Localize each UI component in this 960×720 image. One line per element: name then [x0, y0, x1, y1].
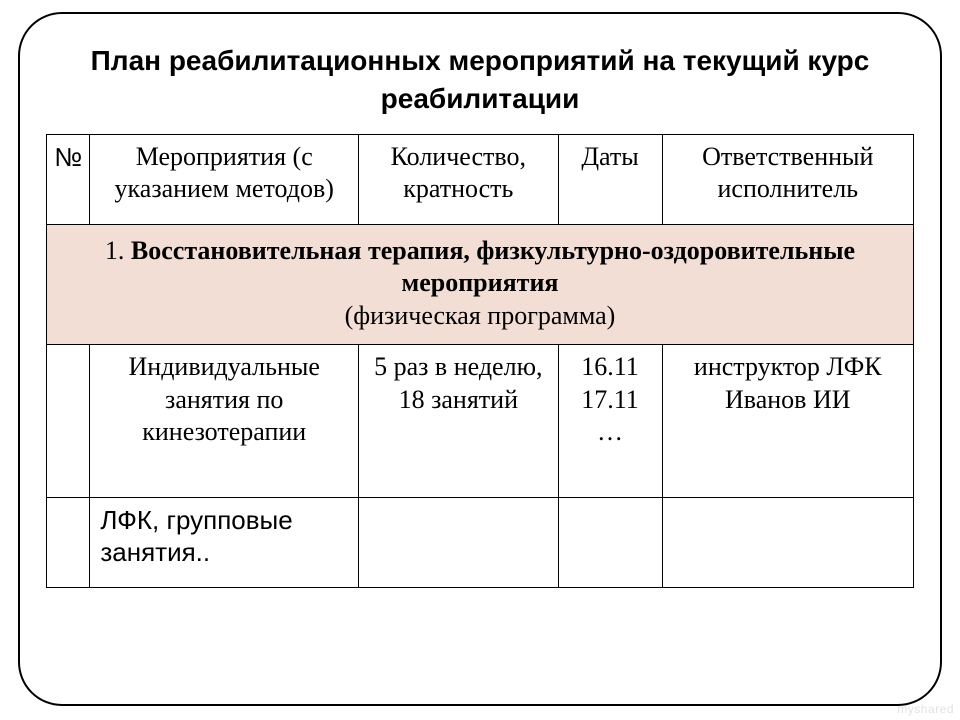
table-header-row: № Мероприятия (с указанием методов) Коли…: [47, 134, 914, 224]
cell-num: [47, 345, 90, 498]
cell-event: ЛФК, групповые занятия..: [90, 497, 359, 587]
cell-owner: инструктор ЛФК Иванов ИИ: [662, 345, 913, 498]
section-row: 1. Восстановительная терапия, физкультур…: [47, 224, 914, 345]
cell-num: [47, 497, 90, 587]
cell-qty: 5 раз в неделю, 18 занятий: [359, 345, 558, 498]
section-subtitle: (физическая программа): [345, 301, 616, 330]
table-row: Индивидуальные занятия по кинезотерапии …: [47, 345, 914, 498]
col-header-qty: Количество, кратность: [359, 134, 558, 224]
page-title: План реабилитационных мероприятий на тек…: [46, 42, 914, 118]
rehab-plan-table: № Мероприятия (с указанием методов) Коли…: [46, 134, 914, 588]
section-cell: 1. Восстановительная терапия, физкультур…: [47, 224, 914, 345]
col-header-event: Мероприятия (с указанием методов): [90, 134, 359, 224]
col-header-owner: Ответственный исполнитель: [662, 134, 913, 224]
cell-qty: [359, 497, 558, 587]
table-row: ЛФК, групповые занятия..: [47, 497, 914, 587]
section-number: 1.: [105, 236, 125, 265]
watermark: myshared: [897, 702, 954, 716]
col-header-dates: Даты: [558, 134, 662, 224]
cell-dates: 16.11 17.11 …: [558, 345, 662, 498]
cell-owner: [662, 497, 913, 587]
cell-dates: [558, 497, 662, 587]
section-title: Восстановительная терапия, физкультурно-…: [131, 236, 855, 298]
col-header-num: №: [47, 134, 90, 224]
slide-frame: План реабилитационных мероприятий на тек…: [18, 12, 942, 706]
cell-event: Индивидуальные занятия по кинезотерапии: [90, 345, 359, 498]
